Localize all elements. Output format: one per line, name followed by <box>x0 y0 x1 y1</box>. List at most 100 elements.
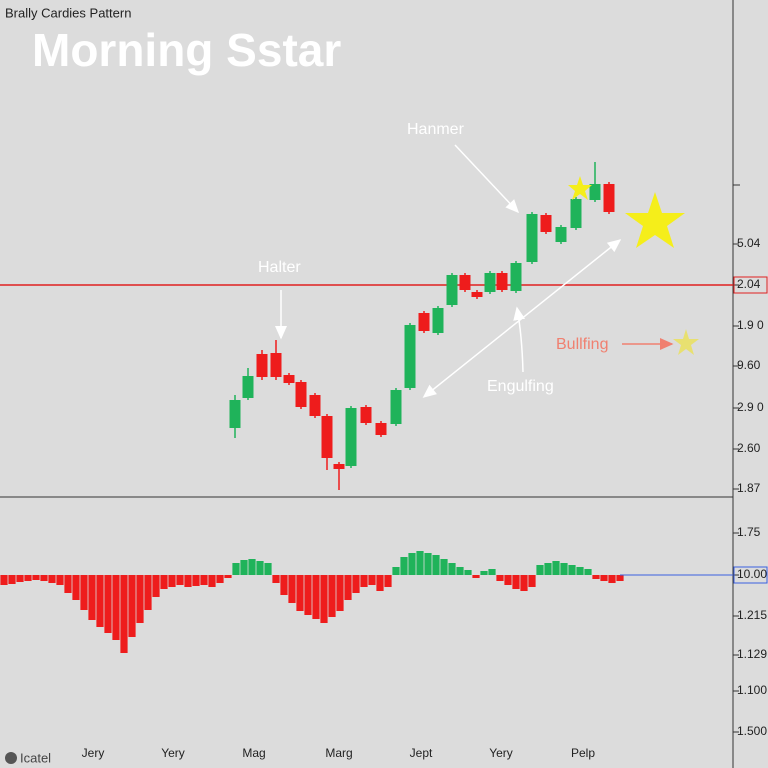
histogram-bar <box>72 575 80 600</box>
chart-title: Morning Sstar <box>32 24 341 76</box>
histogram-bar <box>32 575 40 580</box>
histogram-bar <box>328 575 336 617</box>
histogram-bar <box>456 567 464 575</box>
candle-body <box>270 353 282 377</box>
histogram-bar <box>520 575 528 591</box>
histogram-bar <box>504 575 512 585</box>
histogram-bar <box>248 559 256 575</box>
candle-body <box>283 375 295 383</box>
candle-body <box>484 273 496 292</box>
candle-body <box>446 275 458 305</box>
histogram-bar <box>568 565 576 575</box>
histogram-bar <box>192 575 200 586</box>
histogram-bar <box>136 575 144 623</box>
histogram-bar <box>256 561 264 575</box>
tick-highlight <box>733 566 768 584</box>
candle-body <box>404 325 416 388</box>
histogram-bar <box>264 563 272 575</box>
histogram-bar <box>512 575 520 589</box>
y-tick-label: 1.75 <box>737 525 761 539</box>
histogram-bar <box>128 575 136 637</box>
y-tick-label: 1.87 <box>737 481 761 495</box>
histogram-bar <box>144 575 152 610</box>
y-tick-label: 1.100 <box>737 683 767 697</box>
annotation: Halter <box>258 259 301 276</box>
candle-body <box>432 308 444 333</box>
histogram-bar <box>88 575 96 620</box>
candle-body <box>390 390 402 424</box>
histogram-bar <box>112 575 120 640</box>
x-tick-label: Mag <box>242 746 265 760</box>
tick-highlight <box>733 276 768 294</box>
annotation: Bullfing <box>556 336 608 353</box>
candle-body <box>321 416 333 458</box>
histogram-bar <box>0 575 8 585</box>
histogram-bar <box>432 555 440 575</box>
histogram-bar <box>224 575 232 578</box>
histogram-bar <box>552 561 560 575</box>
histogram-bar <box>296 575 304 611</box>
histogram-bar <box>40 575 48 581</box>
candle-body <box>309 395 321 416</box>
x-tick-label: Jept <box>410 746 433 760</box>
histogram-bar <box>208 575 216 587</box>
histogram-bar <box>232 563 240 575</box>
histogram-bar <box>152 575 160 597</box>
histogram-bar <box>80 575 88 610</box>
y-tick-label: 1.129 <box>737 647 767 661</box>
histogram-bar <box>576 567 584 575</box>
histogram-bar <box>184 575 192 587</box>
histogram-bar <box>368 575 376 585</box>
histogram-bar <box>8 575 16 584</box>
candle-body <box>375 423 387 435</box>
histogram-bar <box>288 575 296 603</box>
histogram-bar <box>600 575 608 581</box>
histogram-bar <box>424 553 432 575</box>
histogram-bar <box>488 569 496 575</box>
candle-body <box>459 275 471 290</box>
candle-body <box>242 376 254 398</box>
histogram-bar <box>24 575 32 581</box>
histogram-bar <box>360 575 368 587</box>
histogram-bar <box>216 575 224 583</box>
histogram-bar <box>16 575 24 582</box>
histogram-bar <box>272 575 280 583</box>
histogram-bar <box>280 575 288 595</box>
annotation: Engulfing <box>487 378 554 395</box>
histogram-bar <box>392 567 400 575</box>
histogram-bar <box>496 575 504 581</box>
candle-body <box>526 214 538 262</box>
candle-body <box>418 313 430 331</box>
header: Brally Cardies Pattern <box>5 5 131 20</box>
y-tick-label: 2.04 <box>737 277 761 291</box>
histogram-bar <box>472 575 480 578</box>
histogram-bar <box>160 575 168 589</box>
arrow <box>454 144 520 214</box>
histogram-bar <box>344 575 352 600</box>
y-tick-label: 2.60 <box>737 441 761 455</box>
histogram-bar <box>584 569 592 575</box>
y-tick-label: 10.00 <box>737 567 767 581</box>
x-tick-label: Pelp <box>571 746 595 760</box>
histogram-bar <box>56 575 64 585</box>
histogram-bar <box>608 575 616 583</box>
candle-body <box>555 227 567 242</box>
plot-area: 5.04 2.04 1.9 0 9.60 2.9 0 2.60 1.87 1.75 10.00 1… <box>0 162 768 760</box>
annotation: Hanmer <box>407 121 465 138</box>
histogram-bar <box>64 575 72 593</box>
candle-body <box>589 184 601 200</box>
histogram-bar <box>544 563 552 575</box>
histogram-bar <box>336 575 344 611</box>
histogram-bar <box>480 571 488 575</box>
histogram-bar <box>384 575 392 587</box>
star <box>673 329 699 355</box>
x-tick-label: Yery <box>161 746 185 760</box>
candle-body <box>295 382 307 407</box>
star <box>625 192 685 248</box>
histogram-bar <box>96 575 104 627</box>
histogram-bar <box>304 575 312 615</box>
logo-icon <box>5 752 17 764</box>
histogram-bar <box>312 575 320 619</box>
y-tick-label: 1.9 0 <box>737 318 764 332</box>
